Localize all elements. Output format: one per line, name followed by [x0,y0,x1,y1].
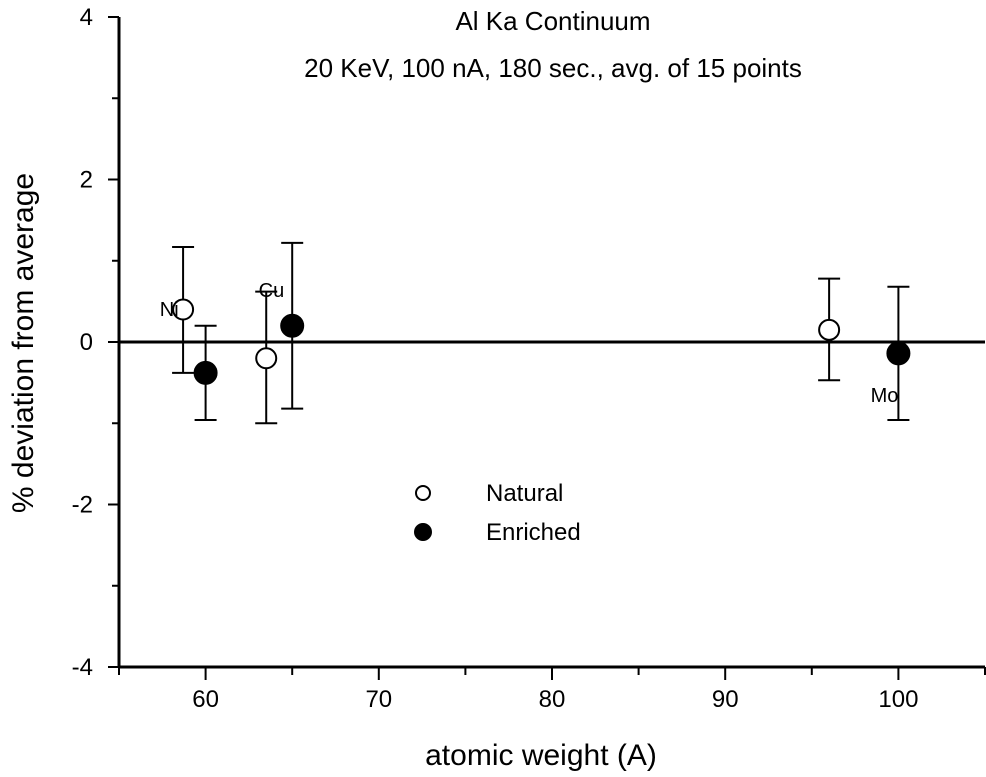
y-tick-label: 0 [80,329,93,356]
annotation-label: Cu [259,280,285,302]
data-point-enriched [193,360,218,385]
x-tick-label: 60 [192,686,219,713]
y-tick-label: -2 [72,492,93,519]
legend-enriched-label: Enriched [486,519,581,546]
annotation-label: Mo [871,385,899,407]
legend-natural-marker [415,485,431,501]
annotation-label: Ni [160,299,179,321]
legend-natural-label: Natural [486,480,563,507]
legend-enriched-marker [414,523,432,541]
data-point-enriched [280,313,305,338]
chart-title: Al Ka Continuum [455,6,650,36]
y-tick-label: 4 [80,4,93,31]
x-tick-label: 80 [539,686,566,713]
plot-area: Ni Cu Mo [119,241,985,425]
data-point-enriched [886,341,911,366]
x-tick-label: 70 [365,686,392,713]
x-tick-label: 90 [712,686,739,713]
y-tick-label: 2 [80,167,93,194]
x-tick-label: 100 [878,686,918,713]
y-axis-title: % deviation from average [7,173,40,513]
data-point-natural [172,298,195,321]
chart-subtitle: 20 KeV, 100 nA, 180 sec., avg. of 15 poi… [304,53,802,83]
data-point-natural [818,318,841,341]
axes: -4 -2 0 2 4 60 70 80 90 100 [72,4,986,713]
y-tick-label: -4 [72,654,93,681]
x-axis-title: atomic weight (A) [425,739,657,772]
legend: Natural Enriched [414,480,581,546]
data-point-natural [255,347,278,370]
